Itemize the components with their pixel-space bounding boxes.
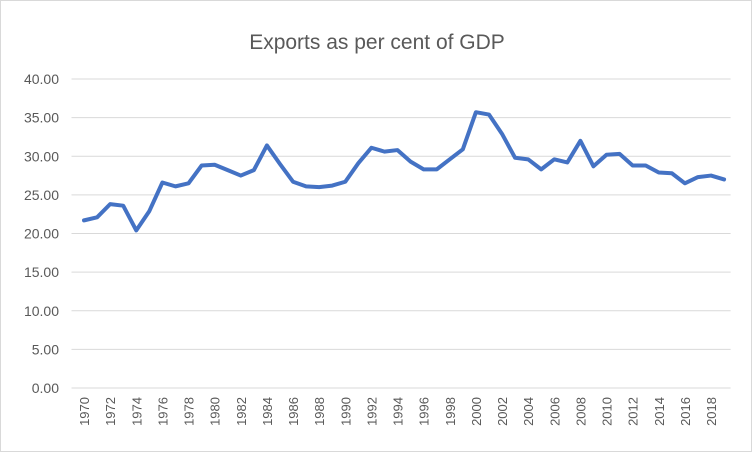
y-tick-label: 20.00 (24, 226, 59, 242)
y-tick-label: 5.00 (32, 341, 59, 357)
y-tick-label: 35.00 (24, 110, 59, 126)
series-line (84, 112, 724, 230)
x-tick-label: 1970 (77, 397, 92, 426)
chart-title: Exports as per cent of GDP (249, 31, 505, 54)
x-tick-label: 2010 (600, 397, 615, 426)
x-tick-label: 2002 (495, 397, 510, 426)
x-tick-label: 1988 (312, 397, 327, 426)
x-tick-label: 2000 (469, 397, 484, 426)
x-tick-label: 2004 (521, 397, 536, 426)
y-tick-label: 10.00 (24, 303, 59, 319)
x-tick-label: 1994 (391, 397, 406, 426)
x-tick-label: 1996 (417, 397, 432, 426)
x-tick-label: 2016 (678, 397, 693, 426)
x-tick-label: 1972 (103, 397, 118, 426)
y-tick-label: 15.00 (24, 264, 59, 280)
x-tick-label: 2006 (547, 397, 562, 426)
x-tick-label: 1976 (155, 397, 170, 426)
x-tick-label: 2008 (573, 397, 588, 426)
x-tick-label: 1980 (208, 397, 223, 426)
x-tick-label: 2014 (652, 397, 667, 426)
x-tick-label: 1978 (182, 397, 197, 426)
x-tick-label: 1992 (364, 397, 379, 426)
y-tick-label: 0.00 (32, 380, 59, 396)
x-tick-label: 1974 (129, 397, 144, 426)
y-tick-label: 40.00 (24, 71, 59, 87)
x-tick-label: 2012 (626, 397, 641, 426)
y-tick-label: 25.00 (24, 187, 59, 203)
x-tick-label: 1984 (260, 397, 275, 426)
x-tick-label: 1998 (443, 397, 458, 426)
y-tick-label: 30.00 (24, 148, 59, 164)
x-tick-label: 2018 (704, 397, 719, 426)
x-tick-label: 1990 (338, 397, 353, 426)
x-tick-label: 1982 (234, 397, 249, 426)
x-tick-label: 1986 (286, 397, 301, 426)
